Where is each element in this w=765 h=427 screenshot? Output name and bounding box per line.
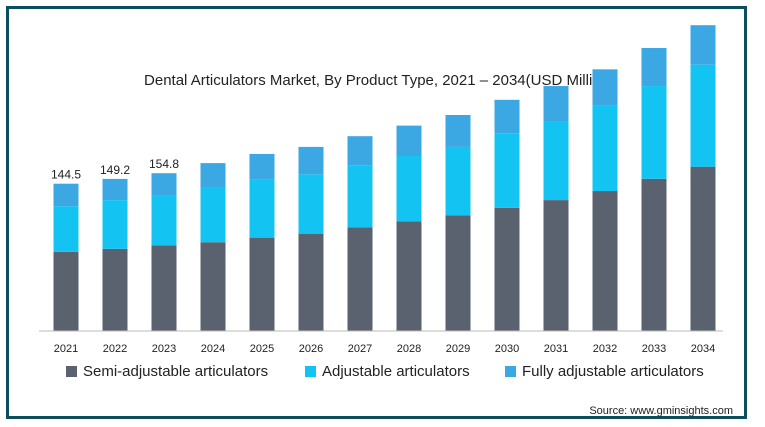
bar-2021-series-2 [53, 206, 79, 252]
x-tick-2031: 2031 [544, 343, 568, 355]
bar-2033-series-2 [641, 86, 667, 179]
bar-2023-series-2 [151, 195, 177, 246]
x-tick-2030: 2030 [495, 343, 519, 355]
x-tick-2028: 2028 [397, 343, 421, 355]
stacked-bar-chart: Dental Articulators Market, By Product T… [39, 25, 733, 417]
bar-2029-series-1 [445, 215, 471, 331]
bar-2022-series-2 [102, 200, 128, 249]
data-label-2022: 149.2 [100, 163, 130, 177]
bar-2028-series-2 [396, 155, 422, 222]
source-note: Source: www.gminsights.com [589, 405, 733, 417]
bar-2023-series-1 [151, 245, 177, 331]
bar-2028-series-1 [396, 221, 422, 331]
bar-2027-series-3 [347, 136, 373, 166]
x-tick-2021: 2021 [54, 343, 78, 355]
x-axis-ticks: 2021 2022 2023 2024 2025 2026 2027 2028 2029 2030… [54, 343, 715, 355]
bar-2021-series-3 [53, 183, 79, 207]
bar-2030-series-1 [494, 207, 520, 331]
bar-2022-series-1 [102, 248, 128, 331]
bar-2034-series-1 [690, 166, 716, 331]
data-label-2021: 144.5 [51, 168, 81, 182]
data-labels: 144.5 149.2 154.8 [51, 157, 179, 181]
chart-title: Dental Articulators Market, By Product T… [144, 72, 614, 89]
bar-2034-series-3 [690, 25, 716, 65]
x-tick-2034: 2034 [691, 343, 715, 355]
bar-2032-series-2 [592, 105, 618, 192]
bar-2030-series-2 [494, 133, 520, 208]
legend: Semi-adjustable articulators Adjustable a… [66, 363, 704, 380]
bar-2029-series-2 [445, 146, 471, 216]
x-tick-2033: 2033 [642, 343, 666, 355]
x-tick-2024: 2024 [201, 343, 225, 355]
bar-2024-series-2 [200, 187, 226, 243]
legend-swatch-2 [305, 366, 316, 377]
bar-2023-series-3 [151, 173, 177, 196]
bar-2031-series-2 [543, 121, 569, 201]
x-tick-2029: 2029 [446, 343, 470, 355]
bar-2025-series-2 [249, 179, 275, 238]
bar-2032-series-3 [592, 69, 618, 106]
bars-group [53, 25, 716, 331]
bar-2024-series-1 [200, 242, 226, 331]
bar-2026-series-1 [298, 233, 324, 331]
bar-2031-series-3 [543, 86, 569, 122]
bar-2022-series-3 [102, 178, 128, 201]
legend-swatch-1 [66, 366, 77, 377]
bar-2026-series-2 [298, 174, 324, 234]
x-tick-2025: 2025 [250, 343, 274, 355]
bar-2025-series-3 [249, 153, 275, 180]
chart-frame: Dental Articulators Market, By Product T… [6, 6, 747, 419]
bar-2032-series-1 [592, 191, 618, 331]
bar-2021-series-1 [53, 251, 79, 331]
bar-2024-series-3 [200, 163, 226, 188]
bar-2031-series-1 [543, 200, 569, 331]
bar-2027-series-1 [347, 227, 373, 331]
legend-label-1: Semi-adjustable articulators [83, 363, 268, 380]
bar-2026-series-3 [298, 146, 324, 175]
bar-2027-series-2 [347, 165, 373, 228]
legend-label-2: Adjustable articulators [322, 363, 470, 380]
bar-2025-series-1 [249, 237, 275, 331]
x-tick-2022: 2022 [103, 343, 127, 355]
x-tick-2032: 2032 [593, 343, 617, 355]
data-label-2023: 154.8 [149, 157, 179, 171]
bar-2033-series-3 [641, 48, 667, 87]
x-tick-2027: 2027 [348, 343, 372, 355]
bar-2030-series-3 [494, 99, 520, 134]
bar-2034-series-2 [690, 64, 716, 167]
legend-swatch-3 [505, 366, 516, 377]
bar-2033-series-1 [641, 178, 667, 331]
bar-2028-series-3 [396, 125, 422, 156]
legend-label-3: Fully adjustable articulators [522, 363, 704, 380]
x-tick-2023: 2023 [152, 343, 176, 355]
bar-2029-series-3 [445, 114, 471, 147]
x-tick-2026: 2026 [299, 343, 323, 355]
